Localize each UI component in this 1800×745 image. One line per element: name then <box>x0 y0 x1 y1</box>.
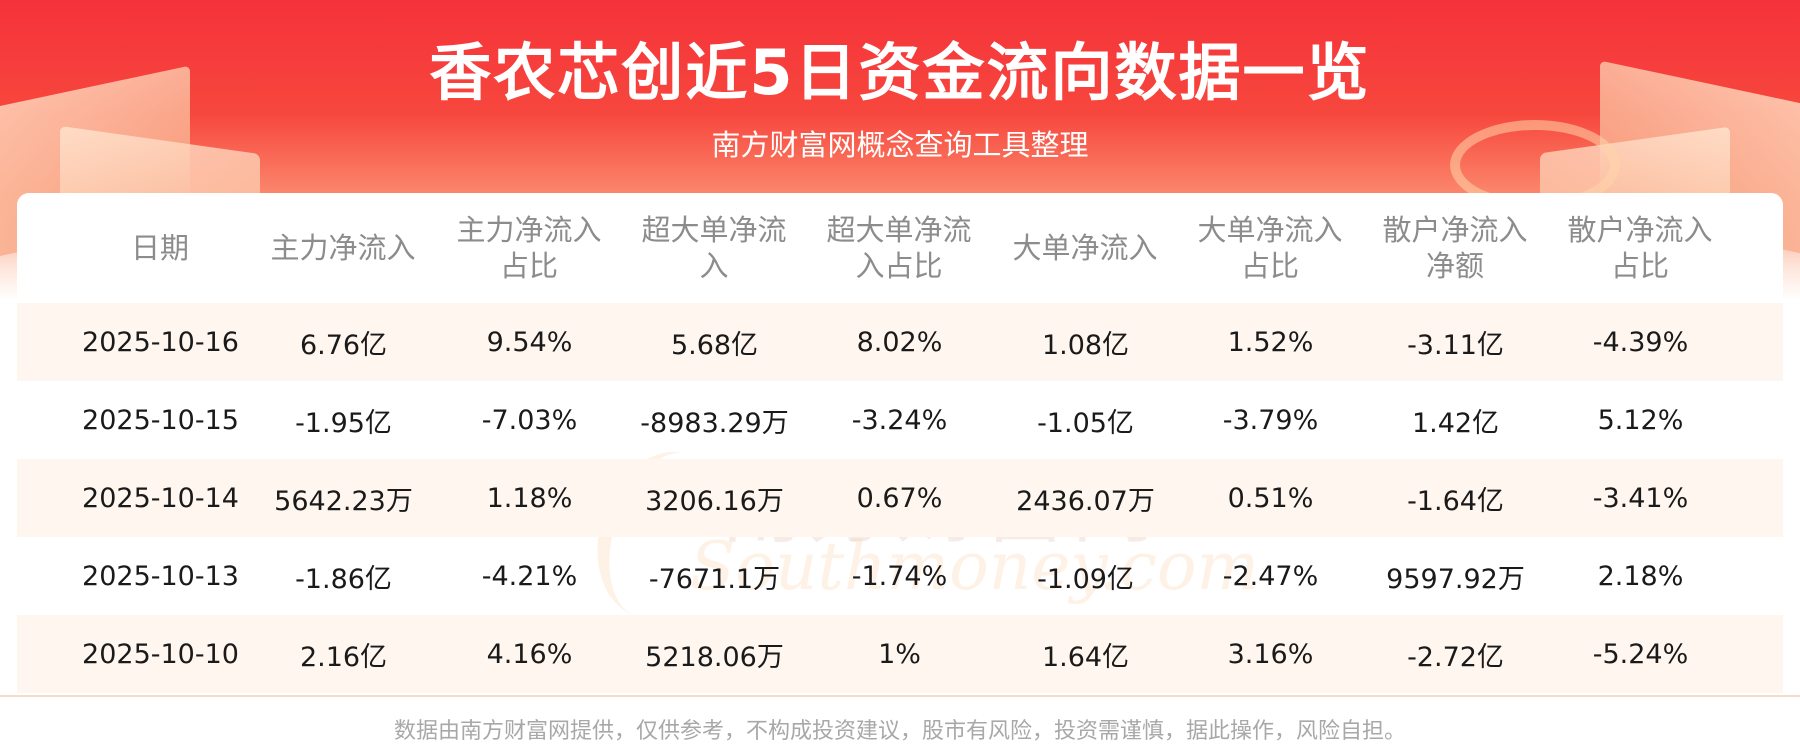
column-header: 日期 <box>130 231 189 265</box>
value-cell: -7671.1万 <box>648 563 781 595</box>
column-header: 大单净流入 占比 <box>1197 213 1343 283</box>
value-cell: 9597.92万 <box>1386 563 1525 595</box>
value-cell: 1% <box>878 638 921 670</box>
column-header: 大单净流入 <box>1012 231 1158 265</box>
date-cell: 2025-10-14 <box>82 482 239 514</box>
footer-divider <box>0 695 1800 697</box>
footer-disclaimer: 数据由南方财富网提供，仅供参考，不构成投资建议，股市有风险，投资需谨慎，据此操作… <box>393 719 1406 744</box>
date-cell: 2025-10-13 <box>82 560 239 592</box>
value-cell: -3.41% <box>1592 482 1689 514</box>
value-cell: -3.11亿 <box>1407 329 1504 361</box>
date-cell: 2025-10-10 <box>82 638 239 670</box>
value-cell: -3.79% <box>1222 404 1319 436</box>
page-subtitle: 南方财富网概念查询工具整理 <box>711 128 1089 162</box>
value-cell: 4.16% <box>486 638 573 670</box>
value-cell: 1.64亿 <box>1041 641 1130 673</box>
value-cell: -4.21% <box>481 560 578 592</box>
value-cell: 3.16% <box>1227 638 1314 670</box>
column-header: 主力净流入 <box>270 231 416 265</box>
value-cell: 8.02% <box>856 326 943 358</box>
value-cell: -1.95亿 <box>295 407 392 439</box>
table-row: 2025-10-14 5642.23万 1.18% 3206.16万 0.67% 2436… <box>17 459 1783 537</box>
column-header: 主力净流入 占比 <box>456 213 602 283</box>
value-cell: 1.42亿 <box>1411 407 1500 439</box>
column-header: 超大单净流 入占比 <box>826 213 972 283</box>
value-cell: -1.09亿 <box>1037 563 1134 595</box>
value-cell: 5642.23万 <box>274 485 413 517</box>
value-cell: -2.47% <box>1222 560 1319 592</box>
value-cell: 2.16亿 <box>299 641 388 673</box>
value-cell: -3.24% <box>851 404 948 436</box>
value-cell: -7.03% <box>481 404 578 436</box>
value-cell: -1.64亿 <box>1407 485 1504 517</box>
table-row: 2025-10-16 6.76亿 9.54% 5.68亿 8.02% 1.08亿 1.52%… <box>17 303 1783 381</box>
value-cell: 2.18% <box>1597 560 1684 592</box>
table-row: 2025-10-15 -1.95亿 -7.03% -8983.29万 -3.24% -1.… <box>17 381 1783 459</box>
value-cell: -2.72亿 <box>1407 641 1504 673</box>
value-cell: 0.51% <box>1227 482 1314 514</box>
column-header: 超大单净流入 <box>641 213 787 283</box>
value-cell: 1.08亿 <box>1041 329 1130 361</box>
value-cell: 2436.07万 <box>1016 485 1155 517</box>
value-cell: 6.76亿 <box>299 329 388 361</box>
column-header: 散户净流入 占比 <box>1567 213 1713 283</box>
value-cell: -8983.29万 <box>640 407 789 439</box>
value-cell: -4.39% <box>1592 326 1689 358</box>
value-cell: 0.67% <box>856 482 943 514</box>
table-row: 2025-10-13 -1.86亿 -4.21% -7671.1万 -1.74% -1.0… <box>17 537 1783 615</box>
date-cell: 2025-10-16 <box>82 326 239 358</box>
value-cell: 1.52% <box>1227 326 1314 358</box>
column-header: 散户净流入 净额 <box>1382 213 1528 283</box>
value-cell: 1.18% <box>486 482 573 514</box>
value-cell: 5218.06万 <box>645 641 784 673</box>
value-cell: 9.54% <box>486 326 573 358</box>
value-cell: -1.74% <box>851 560 948 592</box>
value-cell: 5.68亿 <box>670 329 759 361</box>
value-cell: -5.24% <box>1592 638 1689 670</box>
value-cell: 5.12% <box>1597 404 1684 436</box>
page-title: 香农芯创近5日资金流向数据一览 <box>429 36 1371 109</box>
table-card <box>17 193 1783 698</box>
date-cell: 2025-10-15 <box>82 404 239 436</box>
value-cell: -1.05亿 <box>1037 407 1134 439</box>
table-header: 日期 主力净流入 主力净流入 占比 超大单净流入超大单净流 入占比 大单净流入 大单净流入 占比… <box>17 193 1783 303</box>
value-cell: 3206.16万 <box>645 485 784 517</box>
value-cell: -1.86亿 <box>295 563 392 595</box>
table-row: 2025-10-10 2.16亿 4.16% 5218.06万 1% 1.64亿 3.16%… <box>17 615 1783 693</box>
